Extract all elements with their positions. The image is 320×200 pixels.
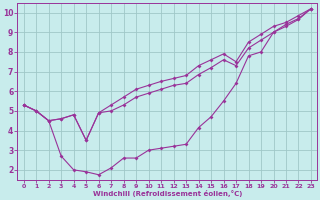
X-axis label: Windchill (Refroidissement éolien,°C): Windchill (Refroidissement éolien,°C) (93, 190, 242, 197)
